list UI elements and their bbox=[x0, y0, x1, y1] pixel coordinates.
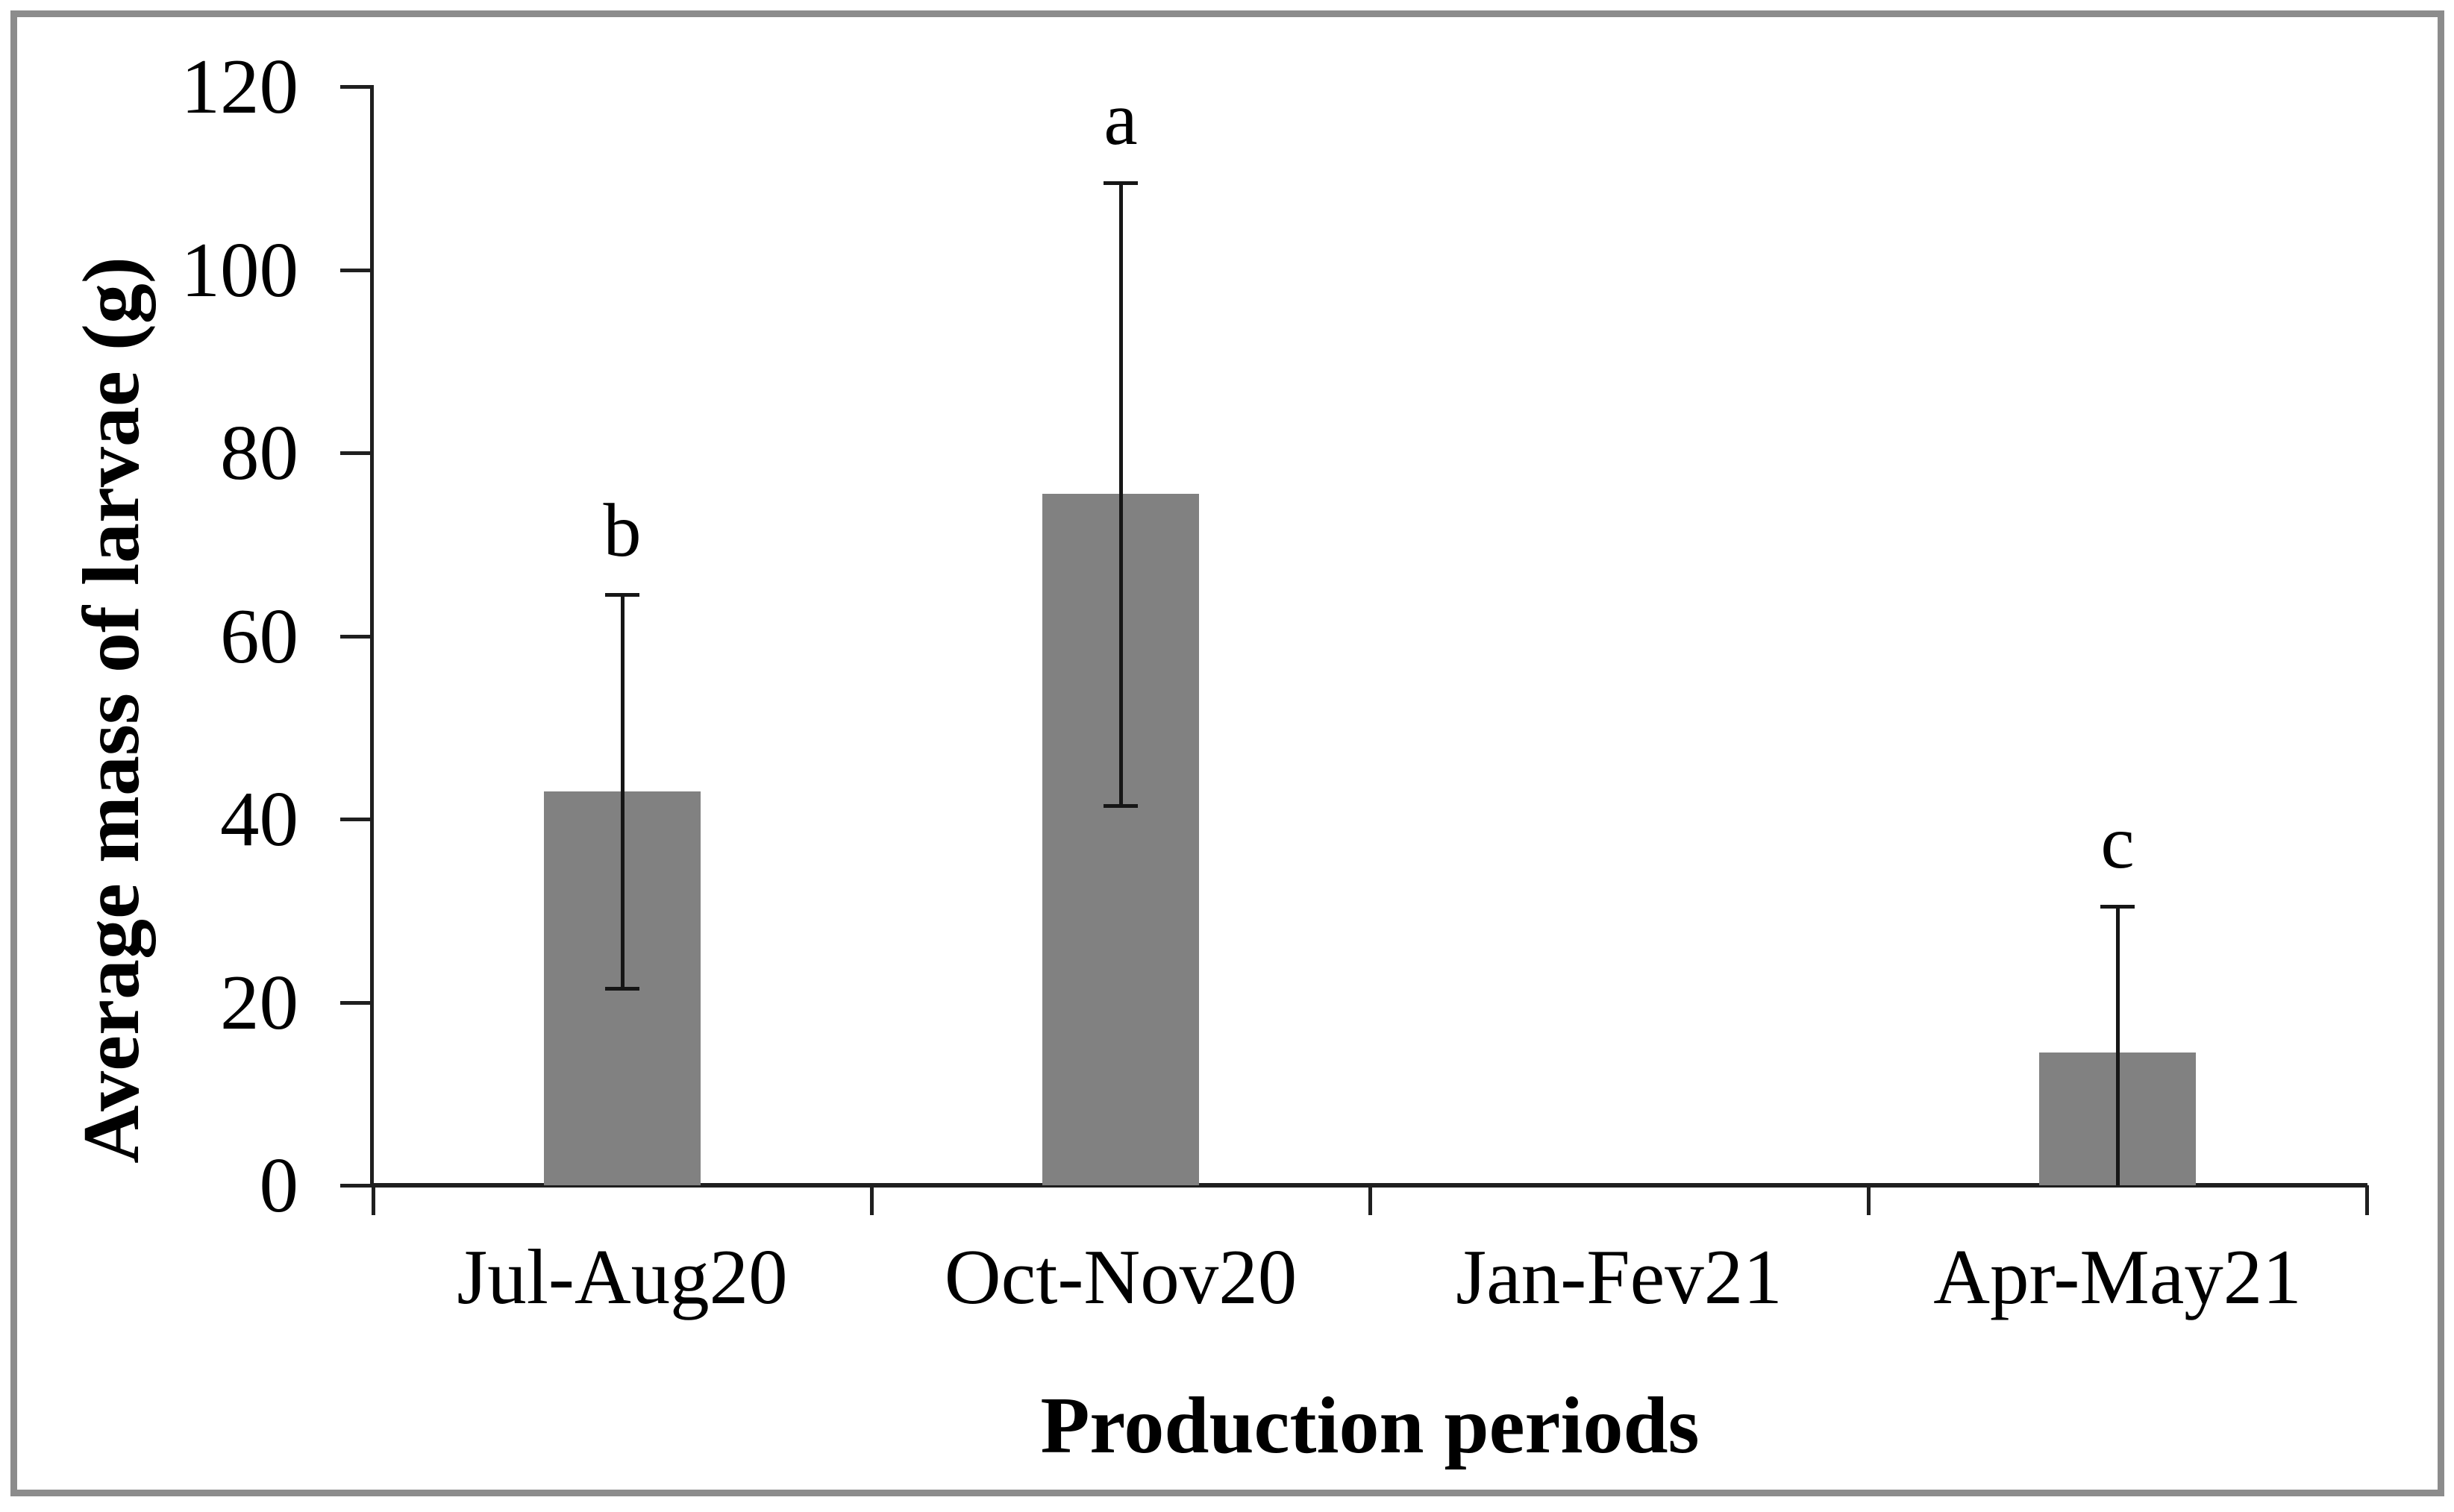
significance-letter-b: b bbox=[603, 489, 642, 574]
x-category-label: Oct-Nov20 bbox=[944, 1233, 1298, 1320]
x-axis-tick bbox=[870, 1185, 874, 1215]
y-tick-label: 60 bbox=[220, 592, 298, 680]
error-bar-top-cap bbox=[1104, 181, 1138, 185]
x-axis-title: Production periods bbox=[1040, 1381, 1700, 1470]
y-tick-label: 100 bbox=[181, 225, 299, 313]
y-axis-tick bbox=[340, 268, 370, 272]
y-axis-tick bbox=[340, 1000, 370, 1005]
y-axis-tick bbox=[340, 818, 370, 821]
error-bar-line bbox=[2116, 906, 2120, 1185]
y-tick-label: 0 bbox=[259, 1141, 299, 1229]
x-category-label: Apr-May21 bbox=[1933, 1233, 2302, 1320]
error-bar-line bbox=[621, 595, 625, 989]
error-bar-top-cap bbox=[605, 593, 639, 597]
y-tick-label: 80 bbox=[220, 409, 298, 496]
error-bar-line bbox=[1119, 182, 1123, 806]
figure-frame-border bbox=[10, 10, 2444, 1496]
error-bar-top-cap bbox=[2100, 904, 2135, 909]
y-tick-label: 20 bbox=[220, 958, 298, 1046]
x-axis-tick bbox=[372, 1185, 375, 1215]
y-axis-line bbox=[370, 85, 374, 1187]
y-axis-tick bbox=[340, 85, 370, 89]
x-axis-tick bbox=[1867, 1185, 1871, 1215]
significance-letter-c: c bbox=[2100, 800, 2135, 885]
error-bar-bottom-cap bbox=[1104, 803, 1138, 808]
x-axis-tick bbox=[2365, 1185, 2369, 1215]
x-axis-tick bbox=[1368, 1185, 1372, 1215]
significance-letter-a: a bbox=[1104, 76, 1138, 161]
x-category-label: Jan-Fev21 bbox=[1456, 1233, 1782, 1320]
y-tick-label: 120 bbox=[181, 43, 299, 130]
y-axis-tick bbox=[340, 451, 370, 455]
y-axis-tick bbox=[340, 1184, 370, 1188]
x-category-label: Jul-Aug20 bbox=[457, 1233, 788, 1320]
y-axis-title: Average mass of larvae (g) bbox=[67, 257, 156, 1164]
y-tick-label: 40 bbox=[220, 775, 298, 862]
y-axis-tick bbox=[340, 634, 370, 639]
error-bar-bottom-cap bbox=[605, 987, 639, 991]
